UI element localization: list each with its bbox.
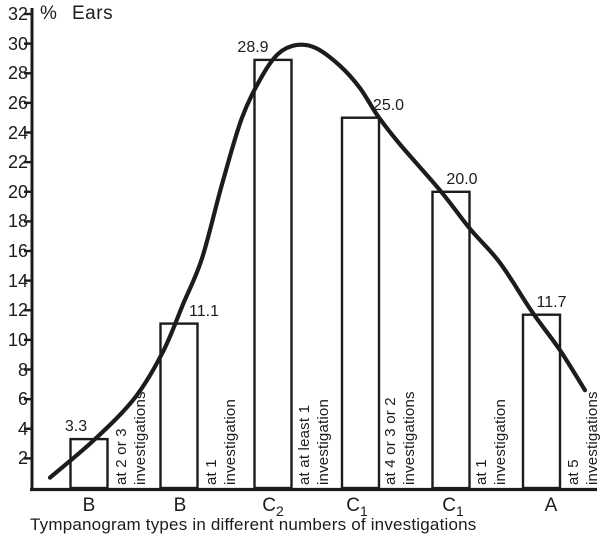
figure-caption: Tympanogram types in different numbers o… (30, 515, 477, 534)
bar-C1-5 (431, 190, 471, 490)
x-category-label: B (59, 496, 119, 516)
y-tick-label: 18 (7, 211, 28, 232)
category-base: B (82, 495, 96, 516)
x-category-label: C2 (243, 496, 303, 521)
y-tick-label: 12 (7, 300, 28, 321)
x-category-label: A (521, 496, 581, 516)
category-base: B (173, 495, 187, 516)
y-tick-label: 8 (17, 359, 28, 380)
y-tick-label: 24 (7, 122, 28, 143)
bar-C2-3 (253, 58, 293, 490)
y-tick-label: 26 (7, 92, 28, 113)
bar-value-label: 28.9 (237, 38, 269, 56)
category-subscript: 1 (455, 502, 464, 519)
y-axis-title: Ears (72, 3, 114, 24)
category-base: C (442, 495, 456, 516)
bar-annotation: at at least 1 investigation (295, 399, 333, 485)
trend-curve (47, 42, 588, 480)
bar-value-label: 20.0 (446, 170, 478, 188)
bar-value-label: 11.7 (536, 293, 567, 311)
y-tick-label: 4 (17, 418, 28, 439)
x-category-label: C1 (327, 496, 387, 521)
y-tick-label: 16 (7, 241, 28, 261)
bar-annotation-line: at 4 or 3 or 2 (382, 397, 399, 485)
bar-annotation-line: investigation (222, 399, 239, 485)
bar-B-1 (69, 437, 109, 490)
bar-annotation-line: investigation (315, 399, 332, 485)
bar-annotation-line: investigation (492, 399, 509, 485)
category-base: A (544, 495, 558, 516)
bar-annotation-line: investigations (584, 391, 600, 485)
bar-annotation: at 1 investigation (472, 399, 510, 485)
y-tick-label: 28 (7, 63, 28, 84)
x-category-label: C1 (423, 496, 483, 521)
bar-annotation-line: at at least 1 (296, 404, 313, 485)
y-tick-label: 10 (7, 329, 28, 350)
bar-annotation-line: investigations (132, 391, 149, 485)
category-subscript: 1 (359, 502, 368, 519)
x-category-label: B (150, 496, 210, 516)
bar-annotation-line: at 1 (473, 459, 490, 485)
y-tick-label: 2 (17, 448, 28, 469)
y-tick-label: 14 (7, 270, 28, 291)
bar-annotation-line: at 1 (203, 459, 220, 485)
y-tick-label: 20 (7, 181, 28, 202)
y-tick-label: 6 (17, 389, 28, 410)
bar-B-2 (159, 322, 199, 490)
category-base: C (262, 495, 276, 516)
category-base: C (346, 495, 360, 516)
y-tick-label: 30 (7, 33, 28, 54)
bar-value-label: 11.1 (189, 302, 219, 320)
category-subscript: 2 (275, 502, 284, 519)
bar-annotation: at 4 or 3 or 2 investigations (381, 391, 419, 485)
bar-annotation: at 2 or 3 investigations (112, 391, 150, 485)
bar-C1-4 (340, 116, 381, 490)
bar-annotation-line: at 5 (565, 459, 582, 485)
bar-annotation-line: investigations (401, 391, 418, 485)
y-tick-label: 32 (7, 4, 28, 24)
bar-annotation-line: at 2 or 3 (113, 428, 130, 485)
bar-annotation: at 1 investigation (202, 399, 240, 485)
bar-annotation: at 5 investigations (564, 391, 600, 485)
bar-value-label: 25.0 (372, 96, 405, 114)
bar-value-label: 3.3 (64, 418, 88, 436)
y-tick-label: 22 (7, 152, 28, 173)
y-axis-unit-label: % (40, 3, 57, 24)
